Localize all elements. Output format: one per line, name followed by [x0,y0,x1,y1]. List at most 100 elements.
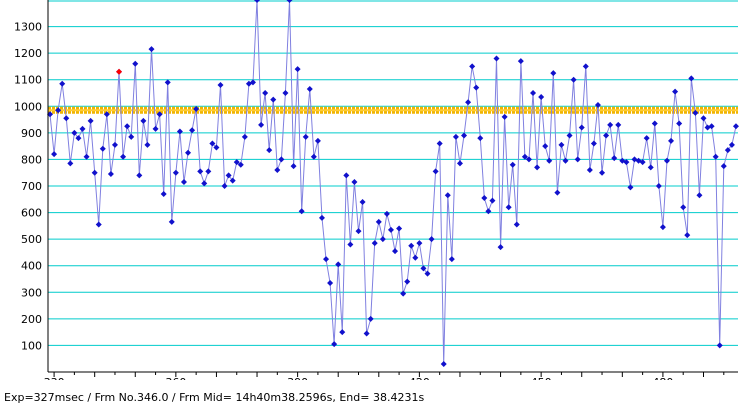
data-point [481,194,488,201]
data-point [424,270,431,277]
data-point [461,132,468,139]
data-point [696,192,703,199]
data-point [692,109,699,116]
data-point [534,164,541,171]
data-point [570,76,577,83]
data-point [538,93,545,100]
series-line [49,0,737,365]
data-point [262,90,269,96]
data-point [310,153,317,160]
data-point [420,265,427,272]
data-point [672,88,679,95]
data-point [615,121,622,128]
data-point [221,183,228,189]
data-point [95,221,102,228]
data-point [201,180,208,187]
light-curve-chart: 100 200 300 400 500 600 700 800 900 1000 1100 1200 1… [14,0,739,389]
data-point [164,79,171,86]
data-point [59,80,66,87]
data-point [124,123,131,130]
data-point [456,160,463,167]
data-point [489,197,496,204]
axes [47,0,738,377]
data-point [128,133,135,140]
data-point [83,153,90,160]
data-point [465,99,472,106]
data-point [132,60,139,67]
data-point [716,342,723,349]
series-polyline [49,0,737,365]
y-tick-label: 1100 [14,74,42,87]
data-point [586,167,593,174]
x-tick-label: 450 [531,376,552,380]
data-point [120,153,127,160]
data-point [363,330,370,337]
data-point [335,261,342,268]
data-point [91,169,98,176]
x-tick-label: 330 [44,376,65,380]
data-point [655,183,662,189]
data-point [67,160,74,167]
x-tick-labels: 330 360 390 420 450 480 [44,376,674,389]
data-point [469,63,476,70]
data-point [550,70,557,77]
data-point [355,228,362,235]
data-point [607,121,614,128]
y-tick-label: 1000 [14,100,42,113]
data-point [160,190,167,197]
data-point [558,141,565,148]
data-point [485,208,492,215]
data-point [254,0,261,3]
data-point [554,189,561,196]
data-point [213,144,220,151]
data-point [603,132,610,139]
data-point [294,66,301,73]
x-tick-label: 420 [409,376,430,380]
data-point [274,167,281,174]
y-tick-label: 800 [21,153,42,166]
data-point [562,157,569,164]
data-point [197,168,204,175]
data-point [290,163,297,170]
data-point [643,135,650,142]
data-point [436,140,443,147]
data-point [314,137,321,144]
data-point [241,133,248,140]
status-line: Exp=327msec / Frm No.346.0 / Frm Mid= 14… [4,391,425,404]
data-point [627,184,634,191]
data-point [233,159,240,166]
data-point [103,111,110,118]
data-point [189,127,196,134]
data-point [448,256,455,263]
data-point [611,155,618,162]
data-point [55,107,62,114]
data-point [599,169,606,176]
data-point [432,168,439,175]
data-point [428,236,435,243]
data-point [732,123,739,130]
y-tick-labels: 100 200 300 400 500 600 700 800 900 1000 1100 1200 1… [14,21,42,353]
data-point [396,225,403,232]
data-point [306,86,313,93]
data-point [493,55,500,62]
data-point [176,128,183,135]
data-point [668,137,675,144]
data-point [542,143,549,150]
data-point [323,256,330,263]
data-point [99,145,106,152]
data-point [647,164,654,171]
data-point [339,329,346,336]
y-tick-label: 600 [21,207,42,220]
data-point [229,177,236,184]
data-point [144,141,151,148]
data-point [47,111,54,118]
data-point [266,147,273,154]
x-tick-label: 480 [652,376,673,380]
data-point [140,117,147,124]
y-tick-label: 900 [21,127,42,140]
data-point [513,221,520,228]
data-point [712,153,719,160]
data-point [331,341,338,348]
data-point [578,124,585,131]
